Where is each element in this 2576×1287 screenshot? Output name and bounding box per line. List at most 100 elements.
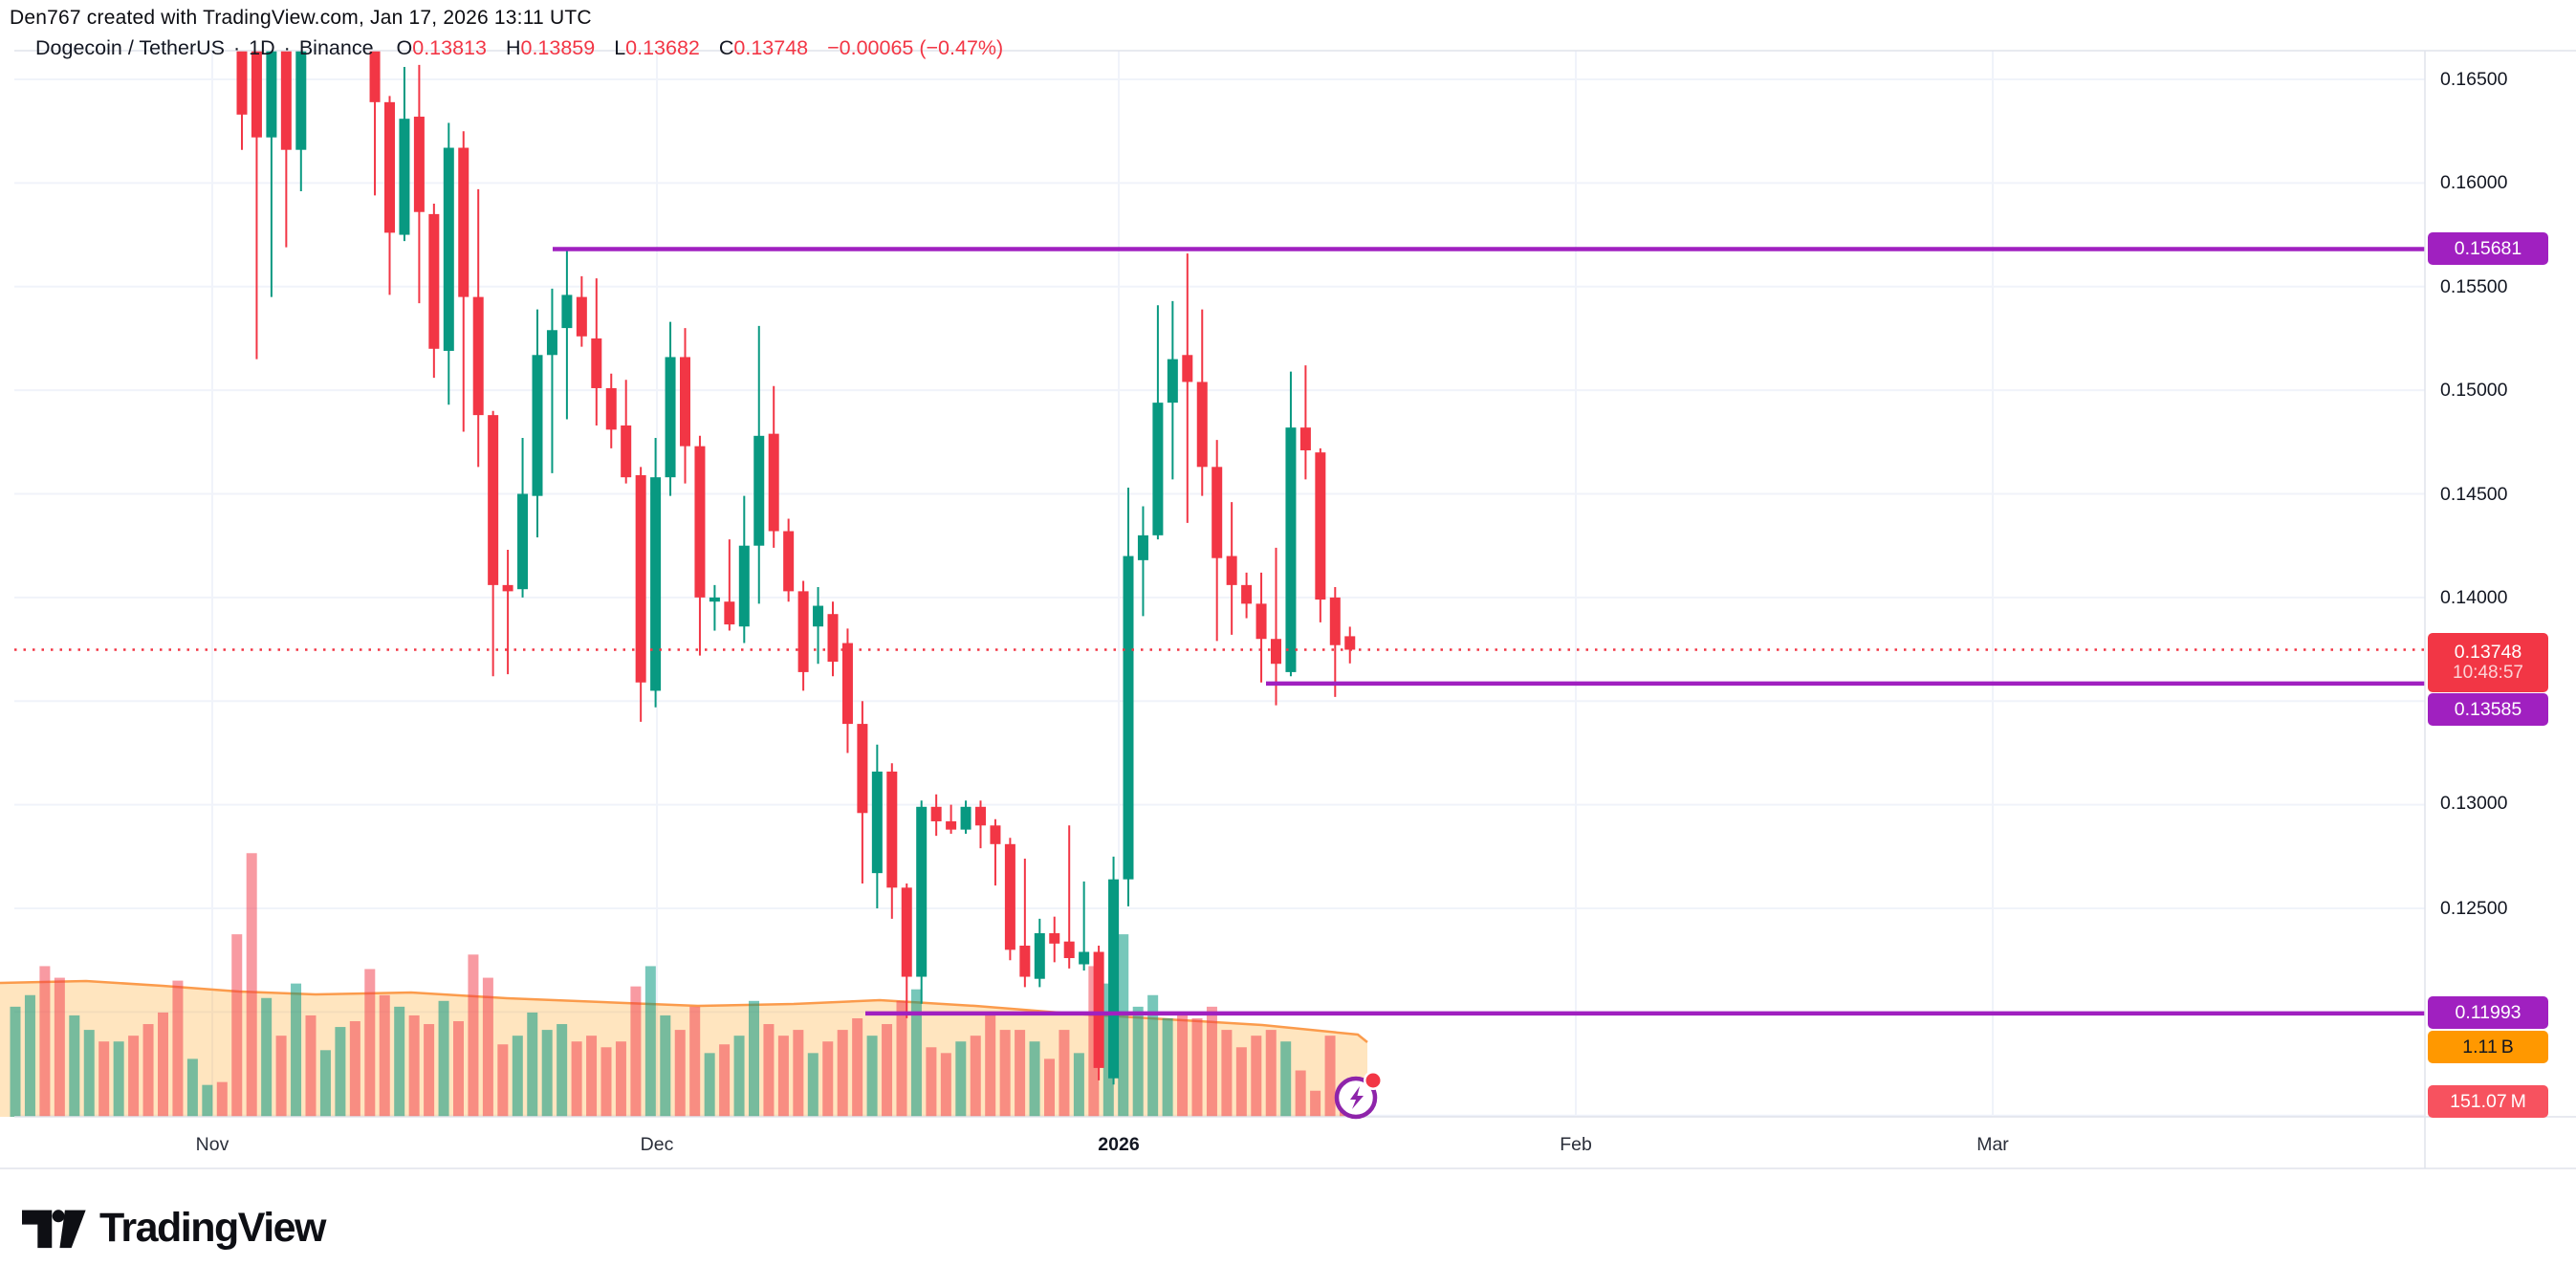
time-scale[interactable]: Nov Dec 2026 Feb Mar xyxy=(0,1121,2576,1168)
close-label: C xyxy=(718,36,734,59)
volume-bar xyxy=(807,1053,819,1117)
volume-bar xyxy=(1280,1041,1292,1117)
candle-body xyxy=(916,806,928,977)
price-label: 0.12500 xyxy=(2440,898,2508,919)
price-scale[interactable]: 0.16500 0.16000 0.15500 0.15000 0.14500 0.140… xyxy=(2425,51,2576,1168)
open-value: 0.13813 xyxy=(412,36,487,59)
volume-bar xyxy=(482,977,493,1117)
volume-bar xyxy=(970,1036,981,1117)
volume-bar xyxy=(719,1044,731,1117)
candle-body xyxy=(680,357,690,447)
volume-bar xyxy=(882,1024,893,1117)
symbol-legend[interactable]: Dogecoin / TetherUS · 1D · Binance O0.13813 … xyxy=(35,36,1003,60)
candle-body xyxy=(1285,427,1297,672)
volume-bar xyxy=(586,1036,598,1117)
candle-body xyxy=(1299,427,1311,450)
candle-body xyxy=(251,51,262,138)
volume-bar xyxy=(763,1024,775,1117)
candle-body xyxy=(1137,534,1148,560)
interval-label[interactable]: 1D xyxy=(249,36,275,59)
price-axis-badge: 0.13585 xyxy=(2428,693,2548,726)
time-label: 2026 xyxy=(1098,1134,1140,1155)
volume-bar xyxy=(630,986,642,1117)
volume-bar xyxy=(985,1012,996,1117)
volume-bar xyxy=(291,983,302,1117)
volume-bar xyxy=(704,1053,715,1117)
volume-bar xyxy=(1206,1006,1217,1117)
volume-bar xyxy=(424,1024,435,1117)
candle-body xyxy=(1004,843,1015,950)
volume-bar xyxy=(837,1030,848,1117)
candle-body xyxy=(960,806,971,830)
volume-bar xyxy=(733,1036,745,1117)
candle-body xyxy=(841,643,853,725)
volume-bar xyxy=(1177,1012,1189,1117)
badge-value: 0.11993 xyxy=(2455,1001,2521,1023)
volume-bar xyxy=(557,1024,568,1117)
lightning-event-icon-graphic xyxy=(1334,1071,1383,1120)
volume-bar xyxy=(1191,1017,1203,1117)
close-value: 0.13748 xyxy=(733,36,809,59)
candle-body xyxy=(1271,639,1281,665)
legend-separator-2: · xyxy=(283,36,291,59)
candle-body xyxy=(236,51,248,115)
gridlines xyxy=(14,51,2425,1117)
volume-bar xyxy=(453,1021,464,1117)
badge-value: 0.13585 xyxy=(2454,698,2522,720)
candle-body xyxy=(1196,382,1208,468)
volume-bar xyxy=(571,1041,582,1117)
volume-bar xyxy=(364,969,376,1117)
volume-bar xyxy=(926,1047,937,1117)
candle-body xyxy=(665,357,676,478)
volume-bar xyxy=(246,853,257,1117)
volume-bar xyxy=(1162,1017,1173,1117)
badge-value: 151.07 M xyxy=(2450,1090,2526,1112)
countdown-timer: 10:48:57 xyxy=(2453,662,2523,683)
volume-bar xyxy=(674,1030,686,1117)
volume-bar xyxy=(83,1030,95,1117)
candle-body xyxy=(399,119,410,235)
candle-body xyxy=(561,294,573,329)
notification-dot-icon xyxy=(1365,1073,1381,1088)
volume-bar xyxy=(1251,1036,1262,1117)
candle-body xyxy=(871,771,883,874)
candle-body xyxy=(369,51,381,102)
candle-body xyxy=(576,296,587,337)
candle-body xyxy=(413,117,425,212)
volume-bar xyxy=(852,1017,863,1117)
volume-bar xyxy=(896,1000,907,1117)
candle-body xyxy=(1344,636,1356,650)
candle-body xyxy=(694,446,706,598)
volume-bar xyxy=(231,934,243,1117)
candle-body xyxy=(517,493,529,590)
volume-bar xyxy=(615,1041,626,1117)
tradingview-logo[interactable]: TradingView xyxy=(22,1204,327,1251)
badge-value: 0.15681 xyxy=(2454,237,2522,259)
candle-body xyxy=(1049,933,1060,944)
candle-body xyxy=(1255,603,1267,640)
lightning-event-icon[interactable] xyxy=(1332,1071,1383,1122)
candle-body xyxy=(384,101,395,233)
volume-bar xyxy=(438,1000,449,1117)
candle-body xyxy=(1079,951,1090,965)
volume-bar xyxy=(394,1006,405,1117)
candle-body xyxy=(901,887,912,977)
volume-bar xyxy=(644,966,656,1117)
candle-body xyxy=(1123,556,1134,880)
volume-bar xyxy=(408,1014,420,1117)
candle-body xyxy=(886,771,898,888)
candle-body xyxy=(266,51,277,138)
symbol-name[interactable]: Dogecoin / TetherUS xyxy=(35,36,225,59)
price-label: 0.15000 xyxy=(2440,380,2508,401)
tradingview-logo-mark xyxy=(22,1210,86,1249)
volume-bar xyxy=(202,1084,213,1117)
price-label: 0.14500 xyxy=(2440,484,2508,505)
tradingview-logo-text: TradingView xyxy=(99,1204,327,1251)
volume-bar xyxy=(158,1012,168,1117)
price-label: 0.13000 xyxy=(2440,793,2508,814)
volume-bar xyxy=(69,1014,80,1117)
volume-bar xyxy=(319,1050,331,1117)
volume-bar xyxy=(1118,934,1129,1117)
volume-bar xyxy=(24,994,35,1117)
